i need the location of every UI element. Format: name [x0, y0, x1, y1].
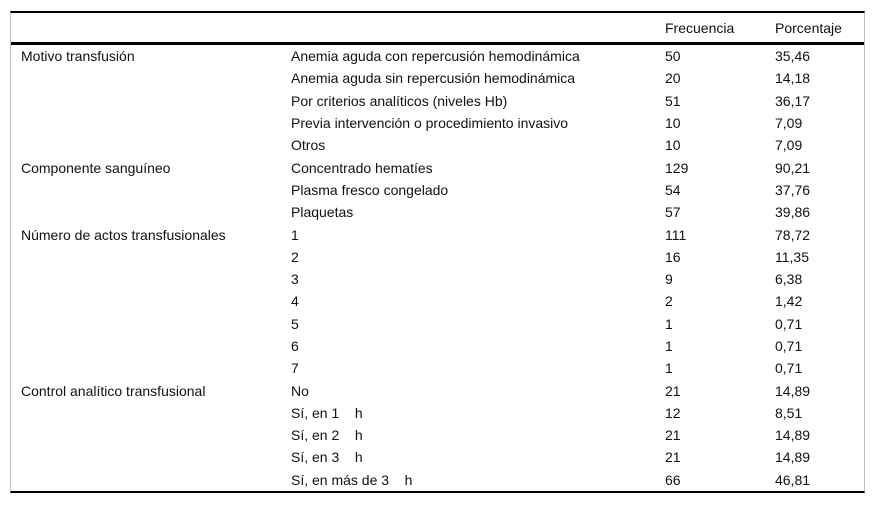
row-percentage-value: 39,86 [775, 204, 811, 221]
row-group-label: Número de actos transfusionales [21, 226, 226, 243]
table-row: Plaquetas 57 39,86 [11, 201, 864, 223]
row-item-label: Anemia aguda sin repercusión hemodinámic… [291, 70, 576, 87]
row-item-label: 6 [291, 338, 299, 354]
table-row: Sí, en más de 3 h 66 46,81 [11, 469, 864, 491]
row-percentage-value: 1,42 [775, 293, 803, 310]
table-row: Previa intervención o procedimiento inva… [11, 112, 864, 134]
table-row: 3 9 6,38 [11, 268, 864, 290]
row-frequency-value: 10 [665, 137, 681, 154]
table-row: Componente sanguíneo Concentrado hematíe… [11, 156, 864, 178]
row-frequency-value: 1 [665, 360, 673, 377]
row-item-label: Sí, en 3 h [291, 449, 363, 466]
row-frequency-value: 111 [665, 226, 687, 243]
row-item-label: Por criterios analíticos (niveles Hb) [291, 92, 508, 109]
table-row: Sí, en 1 h 12 8,51 [11, 402, 864, 424]
row-frequency-value: 20 [665, 70, 681, 87]
column-header-frecuencia: Frecuencia [665, 19, 735, 36]
table-row: 2 16 11,35 [11, 246, 864, 268]
table-row: Sí, en 3 h 21 14,89 [11, 446, 864, 468]
row-percentage-value: 0,71 [775, 338, 803, 354]
row-percentage-value: 14,89 [775, 427, 811, 444]
table-header-row: Frecuencia Porcentaje [11, 13, 864, 45]
table-row: Motivo transfusión Anemia aguda con repe… [11, 45, 864, 67]
row-frequency-value: 66 [665, 471, 681, 488]
row-percentage-value: 7,09 [775, 115, 803, 132]
row-item-label: Otros [291, 137, 326, 154]
row-percentage-value: 14,89 [775, 382, 811, 399]
row-group-label: Componente sanguíneo [21, 159, 171, 176]
row-percentage-value: 7,09 [775, 137, 803, 154]
row-frequency-value: 16 [665, 248, 681, 265]
table-row: Sí, en 2 h 21 14,89 [11, 424, 864, 446]
table-row: 7 1 0,71 [11, 357, 864, 379]
row-item-label: 5 [291, 315, 299, 332]
row-percentage-value: 90,21 [775, 159, 811, 176]
row-percentage-value: 78,72 [775, 226, 811, 243]
table-row: 5 1 0,71 [11, 313, 864, 335]
row-frequency-value: 54 [665, 181, 681, 198]
table-row: Anemia aguda sin repercusión hemodinámic… [11, 67, 864, 89]
row-item-label: 4 [291, 293, 299, 310]
row-frequency-value: 9 [665, 271, 673, 288]
row-item-label: Sí, en 2 h [291, 427, 363, 444]
row-item-label: No [291, 382, 309, 399]
table-row: Control analítico transfusional No 21 14… [11, 379, 864, 401]
table-row: Otros 10 7,09 [11, 134, 864, 156]
table-row: 4 2 1,42 [11, 290, 864, 312]
row-percentage-value: 36,17 [775, 92, 811, 109]
row-percentage-value: 14,89 [775, 449, 811, 466]
row-item-label: Anemia aguda con repercusión hemodinámic… [291, 48, 580, 65]
row-frequency-value: 10 [665, 115, 681, 132]
row-percentage-value: 11,35 [775, 248, 809, 265]
row-frequency-value: 1 [665, 338, 673, 354]
row-frequency-value: 21 [665, 449, 681, 466]
row-percentage-value: 8,51 [775, 404, 803, 421]
row-percentage-value: 0,71 [775, 315, 803, 332]
row-group-label: Control analítico transfusional [21, 382, 206, 399]
row-frequency-value: 50 [665, 48, 681, 65]
table-row: Número de actos transfusionales 1 111 78… [11, 223, 864, 245]
row-frequency-value: 2 [665, 293, 673, 310]
row-item-label: 1 [291, 226, 299, 243]
row-frequency-value: 12 [665, 404, 681, 421]
row-percentage-value: 35,46 [775, 48, 811, 65]
row-item-label: Previa intervención o procedimiento inva… [291, 115, 569, 132]
results-table: Frecuencia Porcentaje Motivo transfusión… [10, 11, 865, 493]
row-item-label: 7 [291, 360, 299, 377]
table-row: Por criterios analíticos (niveles Hb) 51… [11, 90, 864, 112]
row-frequency-value: 51 [665, 92, 681, 109]
row-group-label: Motivo transfusión [21, 48, 135, 65]
row-frequency-value: 129 [665, 159, 689, 176]
row-frequency-value: 21 [665, 427, 681, 444]
row-item-label: Sí, en más de 3 h [291, 471, 413, 488]
row-item-label: Plasma fresco congelado [291, 181, 449, 198]
row-frequency-value: 1 [665, 315, 673, 332]
row-frequency-value: 57 [665, 204, 681, 221]
row-frequency-value: 21 [665, 382, 681, 399]
table-row: Plasma fresco congelado 54 37,76 [11, 179, 864, 201]
row-item-label: Concentrado hematíes [291, 159, 433, 176]
row-item-label: Sí, en 1 h [291, 404, 363, 421]
row-percentage-value: 37,76 [775, 181, 811, 198]
table-row: 6 1 0,71 [11, 335, 864, 357]
row-item-label: 3 [291, 271, 299, 288]
column-header-porcentaje: Porcentaje [775, 19, 842, 36]
row-percentage-value: 14,18 [775, 70, 811, 87]
row-item-label: Plaquetas [291, 204, 354, 221]
row-percentage-value: 6,38 [775, 271, 803, 288]
row-percentage-value: 0,71 [775, 360, 803, 377]
row-percentage-value: 46,81 [775, 471, 811, 488]
row-item-label: 2 [291, 248, 299, 265]
